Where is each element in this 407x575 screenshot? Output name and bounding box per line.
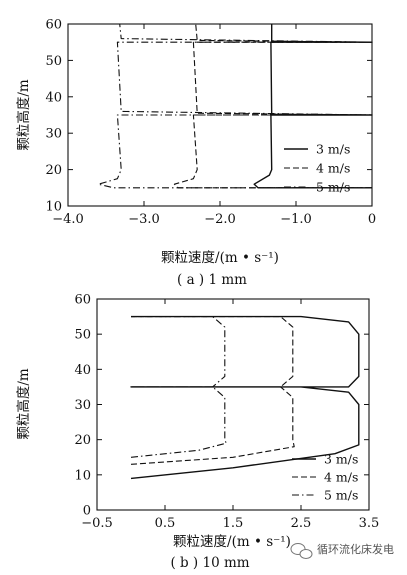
series-line-dashdot bbox=[97, 23, 373, 189]
series-a bbox=[97, 23, 373, 189]
x-axis-label-a: 颗粒速度/(m • s⁻¹) bbox=[161, 250, 279, 266]
ticks-b: −0.5 0.5 1.5 2.5 3.5 0 10 20 30 40 50 60 bbox=[74, 293, 379, 532]
x-tick-label: 0.5 bbox=[155, 516, 176, 531]
y-tick-label: 40 bbox=[45, 90, 62, 105]
x-axis-label-b: 颗粒速度/(m • s⁻¹) bbox=[173, 534, 291, 550]
y-tick-label: 30 bbox=[74, 398, 91, 413]
caption-a: ( a ) 1 mm bbox=[177, 272, 247, 288]
x-tick-label: −4.0 bbox=[52, 212, 84, 227]
legend-label: 5 m/s bbox=[316, 180, 350, 195]
y-tick-label: 40 bbox=[74, 363, 91, 378]
y-tick-label: 10 bbox=[45, 200, 62, 215]
chart-panel-b: −0.5 0.5 1.5 2.5 3.5 0 10 20 30 40 50 60 3 m/s 4 m/s… bbox=[15, 293, 379, 572]
legend-label: 4 m/s bbox=[316, 161, 350, 176]
y-tick-label: 60 bbox=[74, 293, 91, 308]
series-line-solid bbox=[253, 24, 373, 189]
caption-b: ( b ) 10 mm bbox=[170, 555, 249, 571]
x-tick-label: −0.5 bbox=[81, 516, 113, 531]
y-tick-label: 10 bbox=[74, 468, 91, 483]
x-tick-label: −1.0 bbox=[280, 212, 312, 227]
y-tick-label: 20 bbox=[45, 163, 62, 178]
series-line-dashdot bbox=[130, 316, 227, 458]
y-tick-label: 0 bbox=[83, 504, 91, 519]
series-line-dashed bbox=[130, 316, 295, 465]
chart-panel-a: −4.0 −3.0 −2.0 −1.0 0 10 20 30 40 50 60 3 m/s 4 m/s… bbox=[15, 18, 376, 289]
x-tick-label: 1.5 bbox=[223, 516, 244, 531]
x-tick-label: −2.0 bbox=[204, 212, 236, 227]
y-axis-label-a: 颗粒高度/m bbox=[15, 79, 32, 151]
y-axis-label-b: 颗粒高度/m bbox=[15, 368, 32, 440]
watermark: 循环流化床发电 bbox=[290, 542, 394, 559]
y-tick-label: 30 bbox=[45, 127, 62, 142]
x-tick-label: 0 bbox=[368, 212, 376, 227]
legend-label: 4 m/s bbox=[324, 470, 358, 485]
series-b bbox=[130, 315, 360, 480]
y-tick-label: 20 bbox=[74, 433, 91, 448]
watermark-text: 循环流化床发电 bbox=[317, 542, 394, 556]
x-tick-label: −3.0 bbox=[128, 212, 160, 227]
x-tick-label: 2.5 bbox=[291, 516, 312, 531]
legend-label: 3 m/s bbox=[316, 142, 350, 157]
wechat-icon bbox=[290, 543, 313, 559]
legend-label: 3 m/s bbox=[324, 452, 358, 467]
x-tick-label: 3.5 bbox=[359, 516, 380, 531]
legend-b: 3 m/s 4 m/s 5 m/s bbox=[292, 452, 358, 503]
y-tick-label: 60 bbox=[45, 18, 62, 33]
legend-a: 3 m/s 4 m/s 5 m/s bbox=[284, 142, 350, 195]
y-tick-label: 50 bbox=[45, 54, 62, 69]
ticks-a: −4.0 −3.0 −2.0 −1.0 0 10 20 30 40 50 60 bbox=[45, 18, 376, 228]
y-tick-label: 50 bbox=[74, 328, 91, 343]
legend-label: 5 m/s bbox=[324, 488, 358, 503]
